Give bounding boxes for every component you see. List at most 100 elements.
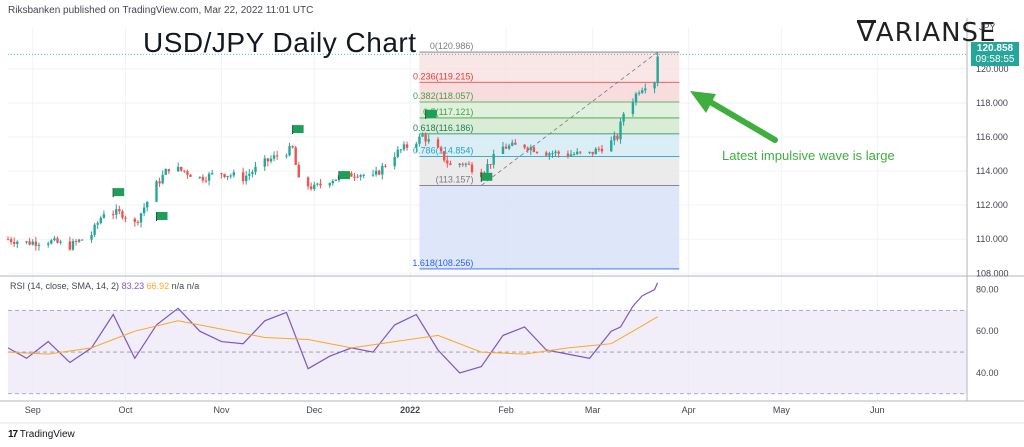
candle-body xyxy=(331,180,335,184)
candle-body xyxy=(548,153,551,156)
candle-body xyxy=(566,153,570,157)
candle-body xyxy=(467,163,471,165)
annotation-arrow-head xyxy=(690,91,716,113)
fib-level-label: (113.157) xyxy=(436,174,474,184)
candle-body xyxy=(245,175,248,182)
candle-body xyxy=(183,170,186,172)
candle-body xyxy=(53,238,56,241)
candle-body xyxy=(37,244,41,246)
candle-body xyxy=(316,183,319,185)
candle-body xyxy=(28,241,31,245)
candle-body xyxy=(436,139,440,148)
candle-body xyxy=(359,175,362,177)
candle-body xyxy=(186,171,189,175)
candle-body xyxy=(220,173,223,175)
candle-body xyxy=(374,170,378,175)
candle-body xyxy=(461,163,464,165)
candle-body xyxy=(232,172,236,176)
candle-body xyxy=(99,217,103,224)
candle-body xyxy=(514,142,517,145)
signal-flags xyxy=(112,109,493,221)
candle-body xyxy=(634,93,638,103)
candle-body xyxy=(176,166,180,172)
candle-body xyxy=(554,151,557,154)
candle-body xyxy=(102,214,106,218)
time-tick-label: Jun xyxy=(870,405,885,415)
candle-body xyxy=(180,166,183,171)
candle-body xyxy=(81,239,84,241)
candle-body xyxy=(532,147,536,152)
candle-body xyxy=(25,241,28,243)
candle-body xyxy=(71,241,75,250)
candle-body xyxy=(68,241,72,250)
candle-body xyxy=(486,164,489,173)
candle-body xyxy=(415,143,418,148)
fib-level-label: 0.618(116.186) xyxy=(413,123,473,133)
candle-body xyxy=(189,174,192,177)
candle-body xyxy=(77,239,81,242)
candle-body xyxy=(470,164,474,172)
time-tick-label: Apr xyxy=(682,405,696,415)
candle-body xyxy=(600,148,604,152)
candle-body xyxy=(50,240,53,244)
candle-body xyxy=(16,241,19,244)
candle-body xyxy=(241,172,245,182)
candle-body xyxy=(334,179,338,181)
candle-body xyxy=(210,173,214,175)
candle-body xyxy=(637,92,641,94)
signal-flag xyxy=(425,109,437,118)
price-tick-label: 110.000 xyxy=(976,234,1008,244)
time-tick-label: Feb xyxy=(498,405,514,415)
rsi-legend-label: RSI (14, close, SMA, 14, 2) xyxy=(10,281,120,291)
candle-body xyxy=(223,173,226,178)
candle-body xyxy=(136,221,140,223)
candle-body xyxy=(405,144,409,148)
rsi-tick-label: 80.00 xyxy=(976,285,999,295)
candle-body xyxy=(142,207,146,214)
candle-body xyxy=(576,151,579,155)
candle-body xyxy=(297,164,300,178)
candle-body xyxy=(47,243,50,245)
fib-zone-0.786 xyxy=(419,156,680,186)
price-tick-label: 116.000 xyxy=(976,132,1008,142)
candle-body xyxy=(6,239,10,241)
candle-body xyxy=(371,174,375,176)
candle-body xyxy=(93,224,96,235)
candle-body xyxy=(393,156,396,167)
candle-body xyxy=(396,149,399,157)
time-tick-label: May xyxy=(773,405,791,415)
candle-body xyxy=(198,176,201,178)
bar-countdown: 09:58:55 xyxy=(975,54,1015,65)
candle-body xyxy=(309,186,313,190)
candle-body xyxy=(167,169,171,172)
candle-body xyxy=(90,234,93,240)
candle-body xyxy=(439,147,443,152)
signal-flag xyxy=(156,211,168,220)
candle-body xyxy=(121,211,124,218)
candle-body xyxy=(569,154,573,157)
candle-body xyxy=(207,173,211,181)
candle-body xyxy=(526,147,529,151)
candle-body xyxy=(118,209,121,212)
fib-level-label: 0.5(117.121) xyxy=(423,107,473,117)
candle-body xyxy=(640,90,644,93)
signal-flag xyxy=(481,172,493,181)
fib-level-label: 1.618(108.256) xyxy=(412,258,473,268)
candle-body xyxy=(588,151,591,153)
candle-body xyxy=(59,241,62,243)
candle-body xyxy=(421,134,424,137)
candle-body xyxy=(597,148,601,150)
chart-title: USD/JPY Daily Chart xyxy=(143,27,417,58)
candle-body xyxy=(161,174,164,184)
rsi-legend[interactable]: RSI (14, close, SMA, 14, 2) 83.23 66.92 … xyxy=(10,281,199,291)
annotation-arrow-shaft xyxy=(709,100,778,143)
candle-body xyxy=(644,88,647,91)
candle-body xyxy=(507,145,511,149)
rsi-panel xyxy=(7,282,967,395)
tradingview-logo-mark: 17 xyxy=(8,429,18,440)
tradingview-logo[interactable]: 17 TradingView xyxy=(8,429,75,440)
price-tick-label: 120.000 xyxy=(976,64,1009,74)
rsi-tick-label: 40.00 xyxy=(976,368,999,378)
fib-trend-line xyxy=(481,51,658,186)
